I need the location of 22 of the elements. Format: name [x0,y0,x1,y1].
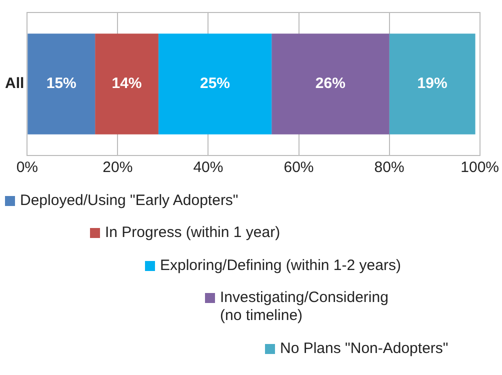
bar [272,34,390,134]
legend-label: Investigating/Considering (no timeline) [220,289,390,325]
x-tick-label: 20% [102,159,133,176]
data-label: 26% [315,75,346,92]
x-tick-label: 80% [374,159,404,176]
data-label: 19% [417,75,448,92]
legend-label: No Plans "Non-Adopters" [280,340,448,358]
bar [95,34,158,134]
data-label: 14% [112,75,142,92]
y-tick-label: All [4,75,24,92]
bar [389,34,476,134]
bar [158,34,272,134]
x-tick-label: 40% [193,159,224,176]
data-label: 25% [200,75,230,92]
bar [28,34,96,134]
legend-label: Exploring/Defining (within 1-2 years) [160,257,401,275]
x-tick-label: 60% [284,159,314,176]
legend-label: Deployed/Using "Early Adopters" [20,192,238,210]
x-tick-label: 100% [460,159,500,176]
x-tick-label: 0% [16,159,38,176]
legend-label: In Progress (within 1 year) [105,224,280,242]
data-label: 15% [46,75,76,92]
